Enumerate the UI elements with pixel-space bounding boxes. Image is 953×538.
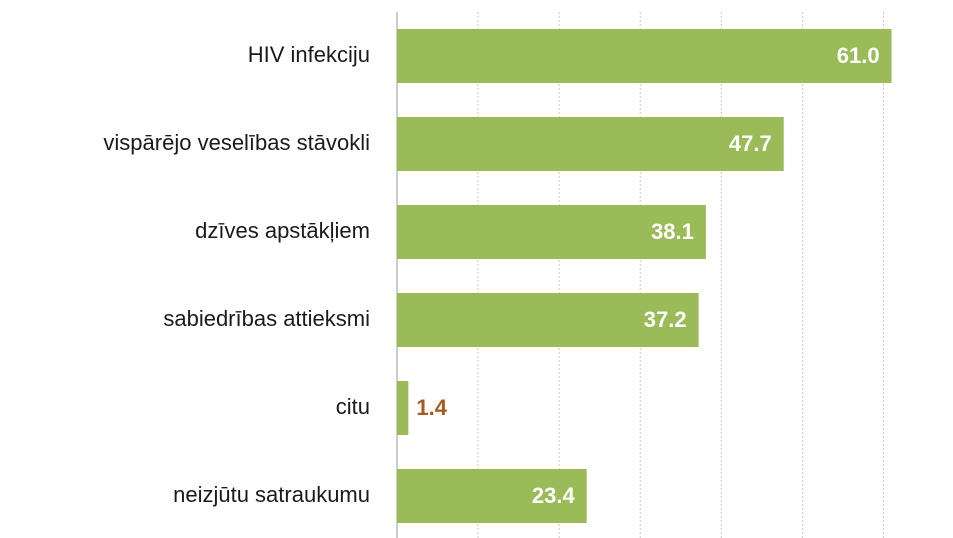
value-label: 61.0 <box>837 43 880 68</box>
category-label: dzīves apstākļiem <box>195 218 370 243</box>
category-label: citu <box>336 394 370 419</box>
category-label: sabiedrības attieksmi <box>163 306 370 331</box>
value-label: 23.4 <box>532 483 576 508</box>
bar <box>397 293 699 347</box>
value-label: 1.4 <box>416 395 447 420</box>
category-label: HIV infekciju <box>248 42 370 67</box>
value-label: 47.7 <box>729 131 772 156</box>
bar <box>397 117 784 171</box>
bar <box>397 205 706 259</box>
bar <box>397 381 409 435</box>
category-label: neizjūtu satraukumu <box>173 482 370 507</box>
category-label: vispārējo veselības stāvokli <box>103 130 370 155</box>
value-label: 38.1 <box>651 219 694 244</box>
bar <box>397 469 587 523</box>
bar <box>397 29 892 83</box>
value-label: 37.2 <box>644 307 687 332</box>
